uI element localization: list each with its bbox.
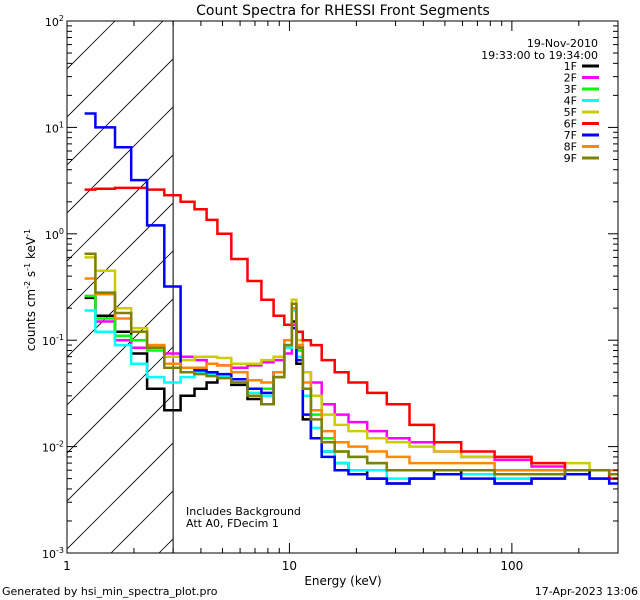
series-line-7F bbox=[84, 112, 618, 485]
hatch-line bbox=[67, 250, 174, 358]
y-label-part-3: keV bbox=[24, 236, 38, 263]
legend-label-4F: 4F bbox=[564, 95, 577, 108]
axes: 1 10 100 10-3 10-2 10-1 100 101 102 bbox=[42, 14, 619, 573]
hatch-line bbox=[67, 106, 174, 214]
hatch-line bbox=[67, 346, 174, 454]
y-label-part-1: counts cm bbox=[24, 289, 38, 351]
hatch-line bbox=[67, 58, 174, 166]
hatch-line bbox=[67, 21, 164, 118]
legend-label-8F: 8F bbox=[564, 141, 577, 154]
hatched-region bbox=[67, 21, 174, 553]
y-tick-label: 101 bbox=[45, 120, 64, 135]
legend-label-5F: 5F bbox=[564, 106, 577, 119]
series-line-9F bbox=[84, 252, 618, 476]
y-label-part-2: s bbox=[24, 271, 38, 281]
legend-label-6F: 6F bbox=[564, 118, 577, 131]
hatch-line bbox=[67, 202, 174, 310]
legend-label-2F: 2F bbox=[564, 72, 577, 85]
y-axis-label: counts cm-2 s-1 keV-1 bbox=[23, 229, 38, 351]
date-label: 19-Nov-2010 bbox=[527, 37, 598, 50]
hatch-line bbox=[67, 298, 174, 406]
chart-title: Count Spectra for RHESSI Front Segments bbox=[196, 3, 490, 19]
y-tick-label: 102 bbox=[45, 14, 64, 29]
plot-frame bbox=[66, 20, 619, 554]
y-label-exp-2: -1 bbox=[23, 263, 32, 271]
footer-generator: Generated by hsi_min_spectra_plot.pro bbox=[2, 585, 218, 598]
x-tick-label: 1 bbox=[63, 559, 71, 573]
legend-label-9F: 9F bbox=[564, 152, 577, 165]
hatch-line bbox=[67, 21, 116, 70]
legend-label-3F: 3F bbox=[564, 83, 577, 96]
hatch-line bbox=[67, 442, 174, 550]
legend-label-7F: 7F bbox=[564, 129, 577, 142]
x-axis-label: Energy (keV) bbox=[304, 574, 381, 588]
series-layer bbox=[84, 112, 618, 485]
legend-label-1F: 1F bbox=[564, 60, 577, 73]
annotation-background: Includes Background bbox=[186, 505, 301, 518]
hatch-line bbox=[67, 394, 174, 502]
y-label-exp-1: -2 bbox=[23, 281, 32, 289]
y-tick-label: 10-3 bbox=[42, 546, 64, 561]
hatch-line bbox=[67, 21, 68, 22]
x-tick-label: 10 bbox=[282, 559, 297, 573]
y-label-exp-3: -1 bbox=[23, 229, 32, 237]
annotation-attenuator: Att A0, FDecim 1 bbox=[186, 517, 279, 530]
time-range-label: 19:33:00 to 19:34:00 bbox=[481, 49, 598, 62]
footer-timestamp: 17-Apr-2023 13:06 bbox=[535, 585, 638, 598]
y-tick-label: 10-1 bbox=[42, 333, 64, 348]
y-tick-label: 10-2 bbox=[42, 440, 64, 455]
x-tick-label: 100 bbox=[500, 559, 523, 573]
y-tick-label: 100 bbox=[45, 227, 64, 242]
